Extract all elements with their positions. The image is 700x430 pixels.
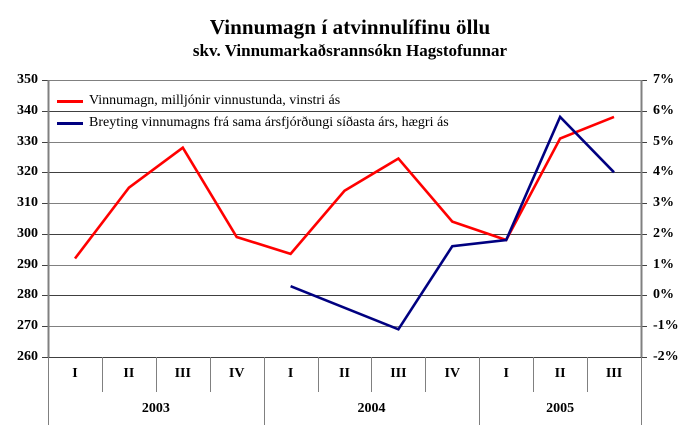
quarter-label-10: III [605,366,623,381]
right-axis-label-5pct: 5% [653,133,674,149]
legend-swatch-blue-icon [57,121,83,125]
axis-frame [47,80,643,357]
chart-subtitle: skv. Vinnumarkaðsrannsókn Hagstofunnar [192,41,508,60]
left-axis-label-340: 340 [17,102,38,118]
gridlines [48,80,641,358]
chart-legend: Vinnumagn, milljónir vinnustunda, vinstr… [57,90,617,134]
quarter-separators [102,357,588,392]
quarter-label-8: I [503,366,509,381]
series-lines [73,114,615,331]
left-axis-label-270: 270 [17,318,38,334]
year-label-2005: 2005 [546,401,575,416]
right-axis-label-neg1pct: -1% [653,318,679,334]
right-axis-label-neg2pct: -2% [653,349,679,364]
quarter-label-9: II [554,366,566,381]
quarter-label-2: III [174,366,191,381]
left-axis-label-330: 330 [17,133,38,149]
quarter-label-0: I [72,366,78,381]
quarter-label-6: III [390,366,407,381]
quarter-label-5: II [339,366,350,381]
legend-label-vinnumagn: Vinnumagn, milljónir vinnustunda, vinstr… [89,93,341,108]
series-line-vinnumagn [73,115,615,260]
left-axis-ticks [42,80,48,358]
legend-item-breyting: Breyting vinnumagns frá sama ársfjórðung… [57,112,617,134]
right-axis-label-4pct: 4% [653,164,674,180]
chart-title: Vinnumagn í atvinnulífinu öllu [209,15,491,39]
year-label-2004: 2004 [357,401,386,416]
left-axis-label-300: 300 [17,225,38,241]
right-axis-label-2pct: 2% [653,225,674,241]
year-label-2003: 2003 [141,401,170,416]
right-axis-label-7pct: 7% [653,72,674,87]
legend-label-breyting: Breyting vinnumagns frá sama ársfjórðung… [89,115,449,130]
quarter-label-3: IV [228,366,245,381]
legend-item-vinnumagn: Vinnumagn, milljónir vinnustunda, vinstr… [57,90,617,112]
quarter-label-4: I [287,366,294,381]
right-axis-label-0pct: 0% [653,287,674,303]
year-separators [48,357,642,425]
quarter-label-7: IV [444,366,461,381]
right-axis-label-1pct: 1% [653,256,674,272]
left-axis-label-290: 290 [17,256,38,272]
right-axis-label-6pct: 6% [653,102,674,118]
legend-swatch-red-icon [57,99,83,103]
left-axis-label-310: 310 [17,195,38,211]
series-line-breyting [290,114,615,331]
left-axis-label-350: 350 [17,72,38,87]
left-axis-label-320: 320 [17,164,38,180]
title-block: Vinnumagn í atvinnulífinu öllu skv. Vinn… [0,14,700,62]
left-axis-label-260: 260 [17,349,38,364]
left-axis-label-280: 280 [17,287,38,303]
right-axis-label-3pct: 3% [653,195,674,211]
quarter-label-1: II [123,366,135,381]
